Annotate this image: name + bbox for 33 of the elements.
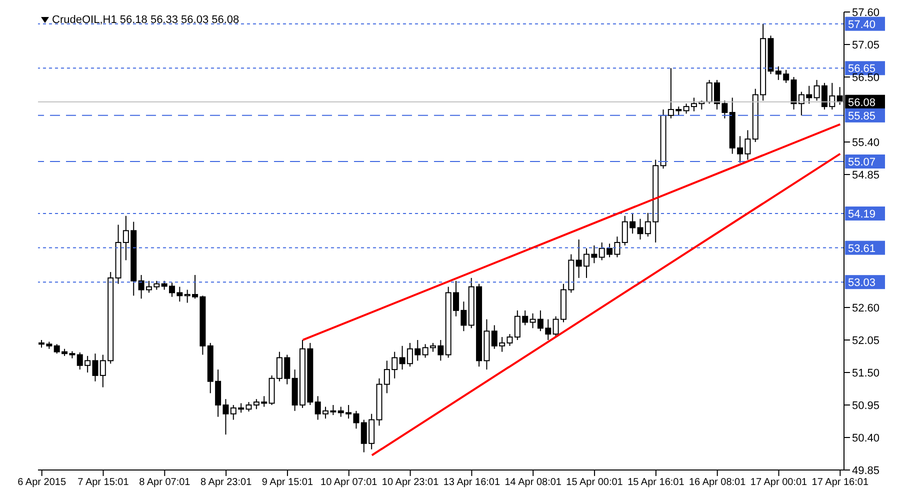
y-tick-label: 52.60 [852, 302, 880, 314]
x-tick-label: 15 Apr 00:01 [566, 477, 624, 488]
x-tick-label: 10 Apr 23:01 [382, 477, 440, 488]
x-tick-label: 6 Apr 2015 [18, 477, 66, 488]
y-tick-label: 54.85 [852, 169, 880, 182]
x-tick-label: 15 Apr 16:01 [628, 477, 685, 488]
y-tick-label: 50.40 [852, 432, 880, 444]
y-tick-label: 57.05 [852, 39, 880, 52]
ref-line-label: 55.07 [848, 156, 876, 169]
ref-line-label: 54.19 [848, 208, 876, 221]
y-tick-label: 49.85 [852, 464, 880, 477]
chart-title: CrudeOIL,H1 56.18 56.33 56.03 56.08 [52, 14, 240, 26]
x-tick-label: 8 Apr 07:01 [139, 477, 191, 488]
y-tick-label: 55.40 [852, 136, 880, 149]
x-tick-label: 13 Apr 16:01 [443, 477, 500, 488]
ref-line-label: 57.40 [848, 18, 876, 31]
x-tick-label: 17 Apr 16:01 [812, 477, 869, 488]
ref-line-label: 55.85 [848, 110, 876, 122]
x-tick-label: 9 Apr 15:01 [262, 477, 314, 488]
y-tick-label: 57.60 [852, 6, 880, 19]
y-tick-label: 50.95 [852, 400, 880, 412]
x-tick-label: 14 Apr 08:01 [504, 477, 562, 488]
y-tick-label: 52.05 [852, 334, 880, 347]
ref-line-label: 56.08 [848, 96, 876, 109]
x-tick-label: 17 Apr 00:01 [750, 477, 808, 488]
y-tick-label: 56.50 [852, 72, 880, 84]
x-tick-label: 7 Apr 15:01 [78, 477, 130, 488]
ref-line-label: 53.61 [848, 242, 876, 255]
x-tick-label: 8 Apr 23:01 [200, 477, 252, 488]
x-tick-label: 16 Apr 08:01 [688, 477, 746, 488]
y-tick-label: 51.50 [852, 367, 880, 380]
ref-line-label: 53.03 [848, 277, 876, 290]
x-tick-label: 10 Apr 07:01 [320, 477, 378, 488]
